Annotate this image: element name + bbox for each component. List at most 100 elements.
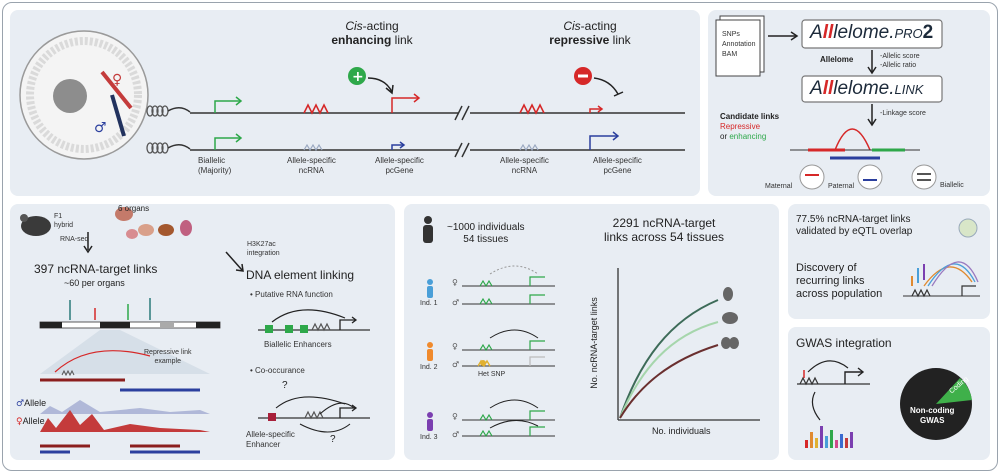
biallelic-enhancers-label: Biallelic Enhancers <box>264 340 332 349</box>
female-marker-3: ♀ <box>452 412 458 421</box>
bullet-co-occurance: • Co-occurance <box>250 366 305 375</box>
promoter-arrow <box>391 97 418 113</box>
dna-linking-title: DNA element linking <box>246 268 355 282</box>
bullet-rna-function: • Putative RNA function <box>250 290 333 299</box>
male-marker-3: ♂ <box>452 430 460 439</box>
promoter-arrow <box>214 137 240 150</box>
plus-icon <box>348 67 366 85</box>
label-allele-ncrna: Allele-specific ncRNA <box>287 156 336 175</box>
dna-strands <box>167 105 685 158</box>
ind2-person <box>427 342 433 361</box>
svg-text:+: + <box>352 69 364 85</box>
arrow <box>225 251 243 271</box>
chart-title: 2291 ncRNA-target links across 54 tissue… <box>604 216 725 244</box>
label-paternal: Paternal <box>828 183 855 190</box>
x-axis-label: No. individuals <box>652 426 711 436</box>
enhancing-arrow <box>367 77 393 93</box>
human-cohort-label: ~1000 individuals 54 tissues <box>447 222 525 245</box>
ind3-label: Ind. 3 <box>420 434 438 441</box>
candidate-links-legend: Candidate links Repressive or enhancing <box>720 112 780 141</box>
female-symbol: ♀ <box>112 72 122 88</box>
ind3-person <box>427 412 433 431</box>
enhancer-wave <box>303 103 329 115</box>
female-marker-2: ♀ <box>452 342 458 351</box>
allele-female-label: ♀Allele <box>16 416 45 427</box>
enhancer-box <box>265 325 273 333</box>
enhancer-wave <box>519 103 545 115</box>
organ-icons <box>115 207 192 239</box>
male-marker-1: ♂ <box>452 298 460 307</box>
maternal-icon <box>799 164 825 190</box>
manhattan-plot <box>805 426 853 448</box>
label-allele-pcgene-2: Allele-specific pcGene <box>593 156 642 175</box>
input-document <box>715 19 761 77</box>
biallelic-icon <box>911 164 937 190</box>
tissue-icons <box>721 287 739 349</box>
person-icon <box>424 216 432 224</box>
het-snp-label: Het SNP <box>478 371 506 378</box>
promoter-arrow <box>391 144 403 150</box>
question-mark-2: ? <box>330 434 336 445</box>
candidate-link-arc <box>834 128 871 151</box>
mouse-link-count: 397 ncRNA-target links <box>34 262 158 276</box>
allelome-link-title: Alllelome.LINK <box>810 78 924 99</box>
label-maternal: Maternal <box>765 183 793 190</box>
allele-male-label: ♂Allele <box>16 398 47 409</box>
repressive-example-label: Repressive link example <box>144 349 192 365</box>
eqtl-icon <box>958 218 978 238</box>
linkage-score: -Linkage score <box>880 110 926 117</box>
allelome-link-box <box>801 75 943 103</box>
label-allele-pcgene: Allele-specific pcGene <box>375 156 424 175</box>
recurring-links: Discovery of recurring links across popu… <box>796 262 883 300</box>
allelic-scores: -Allelic score -Allelic ratio <box>880 53 920 69</box>
question-mark-1: ? <box>282 380 288 391</box>
allelome-pro-box <box>801 19 943 49</box>
repressive-arrow <box>593 77 619 95</box>
paternal-icon <box>857 164 883 190</box>
enhancing-link-title: Cis-acting enhancing link <box>331 19 413 47</box>
rna-seq-label: RNA-seq <box>60 236 89 243</box>
label-biallelic-2: Biallelic <box>940 182 964 189</box>
eqtl-validated: 77.5% ncRNA-target links validated by eQ… <box>796 214 913 237</box>
per-organ-count: ~60 per organs <box>64 278 125 288</box>
series-line-tissue-3 <box>619 344 719 419</box>
label-biallelic: Biallelic (Majority) <box>198 156 232 175</box>
promoter-arrow <box>214 100 240 113</box>
allele-enhancer-label: Allele-specific Enhancer <box>246 430 295 449</box>
series-line-tissue-1 <box>619 299 719 419</box>
h3k27ac-label: H3K27ac integration <box>247 241 280 257</box>
gwas-pie-coding-slice <box>936 378 972 404</box>
allelome-pro-title: Alllelome.PRO2 <box>810 22 934 43</box>
mouse-icon <box>21 216 51 236</box>
enhancer-wave <box>519 143 539 152</box>
series-line-tissue-2 <box>619 321 719 419</box>
pie-noncoding-label: Non-coding GWAS <box>910 406 955 425</box>
label-allele-ncrna-2: Allele-specific ncRNA <box>500 156 549 175</box>
male-symbol: ♂ <box>94 120 107 136</box>
gwas-title: GWAS integration <box>796 336 892 350</box>
female-marker-1: ♀ <box>452 278 458 287</box>
six-organs: 6 organs <box>118 204 150 213</box>
male-marker-2: ♂ <box>452 360 460 369</box>
enhancer-wave <box>303 143 323 152</box>
ind1-label: Ind. 1 <box>420 300 438 307</box>
promoter-arrow <box>589 108 601 113</box>
allelome-label: Allelome <box>820 55 854 64</box>
input-list: SNPs Annotation BAM <box>722 31 756 58</box>
allele-track-maternal <box>40 410 210 432</box>
repressive-example-arc <box>54 350 151 373</box>
panel-human <box>404 204 779 460</box>
ind1-person <box>427 279 433 298</box>
f1-hybrid: F1 hybrid <box>54 213 74 229</box>
promoter-arrow <box>589 135 617 150</box>
allele-enhancer-box <box>268 413 276 421</box>
het-snp-marker <box>480 360 486 366</box>
